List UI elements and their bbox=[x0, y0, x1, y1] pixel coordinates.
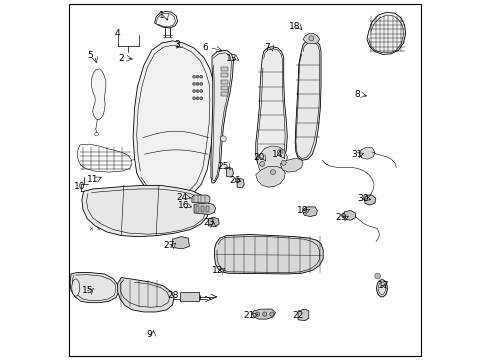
Text: 5: 5 bbox=[87, 51, 93, 60]
Circle shape bbox=[193, 75, 196, 78]
Text: 8: 8 bbox=[354, 90, 360, 99]
Circle shape bbox=[270, 312, 274, 316]
Text: 27: 27 bbox=[163, 241, 174, 250]
Polygon shape bbox=[303, 34, 319, 44]
Circle shape bbox=[200, 90, 203, 93]
Polygon shape bbox=[256, 46, 287, 170]
Polygon shape bbox=[77, 144, 132, 172]
Text: 18: 18 bbox=[289, 22, 300, 31]
Circle shape bbox=[375, 273, 381, 279]
Text: 11: 11 bbox=[87, 175, 98, 184]
Polygon shape bbox=[298, 309, 309, 320]
Text: 16: 16 bbox=[177, 201, 189, 210]
Polygon shape bbox=[367, 12, 406, 54]
Polygon shape bbox=[133, 41, 215, 201]
Polygon shape bbox=[295, 40, 321, 160]
Polygon shape bbox=[118, 278, 174, 312]
Text: 13: 13 bbox=[225, 54, 237, 63]
Circle shape bbox=[196, 97, 199, 100]
Polygon shape bbox=[343, 211, 355, 220]
Text: 30: 30 bbox=[357, 194, 368, 203]
Bar bbox=[220, 80, 228, 84]
Text: 25: 25 bbox=[218, 162, 229, 171]
Polygon shape bbox=[364, 195, 376, 205]
Polygon shape bbox=[192, 195, 210, 203]
Polygon shape bbox=[70, 273, 119, 303]
Text: 4: 4 bbox=[115, 29, 121, 38]
Circle shape bbox=[196, 90, 199, 93]
Circle shape bbox=[278, 149, 283, 154]
Circle shape bbox=[200, 75, 203, 78]
Text: 3: 3 bbox=[174, 40, 180, 49]
Polygon shape bbox=[252, 309, 275, 319]
Ellipse shape bbox=[377, 280, 388, 297]
Circle shape bbox=[196, 75, 199, 78]
Text: 17: 17 bbox=[378, 281, 390, 290]
Bar bbox=[196, 206, 199, 212]
Text: 12: 12 bbox=[213, 266, 224, 275]
Circle shape bbox=[200, 97, 203, 100]
Polygon shape bbox=[215, 234, 323, 274]
Polygon shape bbox=[302, 207, 318, 217]
Text: 19: 19 bbox=[297, 206, 309, 215]
Polygon shape bbox=[82, 185, 208, 237]
Polygon shape bbox=[155, 12, 177, 28]
Text: 9: 9 bbox=[146, 330, 152, 339]
Circle shape bbox=[193, 82, 196, 85]
Ellipse shape bbox=[378, 282, 386, 294]
Circle shape bbox=[255, 312, 260, 316]
Bar bbox=[220, 93, 228, 96]
Circle shape bbox=[220, 136, 226, 141]
Text: 28: 28 bbox=[167, 291, 178, 300]
Bar bbox=[220, 86, 228, 90]
Ellipse shape bbox=[72, 279, 80, 296]
Text: 1: 1 bbox=[159, 11, 165, 20]
Text: 26: 26 bbox=[229, 176, 241, 185]
Text: 2: 2 bbox=[119, 54, 124, 63]
Text: 24: 24 bbox=[176, 193, 188, 202]
Bar bbox=[220, 67, 228, 71]
Polygon shape bbox=[359, 147, 375, 159]
Text: 31: 31 bbox=[351, 150, 363, 159]
Circle shape bbox=[193, 90, 196, 93]
Text: 7: 7 bbox=[265, 43, 270, 52]
Text: 6: 6 bbox=[202, 43, 208, 52]
Bar bbox=[180, 292, 199, 301]
Text: 15: 15 bbox=[81, 286, 93, 295]
Polygon shape bbox=[226, 167, 234, 177]
Bar bbox=[220, 73, 228, 77]
Circle shape bbox=[196, 82, 199, 85]
Polygon shape bbox=[237, 179, 245, 188]
Circle shape bbox=[260, 161, 265, 166]
Text: 22: 22 bbox=[293, 311, 304, 320]
Polygon shape bbox=[258, 146, 287, 177]
Bar bbox=[205, 206, 209, 212]
Polygon shape bbox=[172, 237, 190, 249]
Polygon shape bbox=[280, 158, 303, 172]
Circle shape bbox=[309, 36, 314, 41]
Text: 23: 23 bbox=[203, 218, 215, 227]
Polygon shape bbox=[194, 203, 216, 215]
Text: 10: 10 bbox=[74, 182, 85, 191]
Circle shape bbox=[263, 312, 267, 316]
Circle shape bbox=[200, 82, 203, 85]
Polygon shape bbox=[256, 166, 285, 187]
Circle shape bbox=[95, 132, 98, 136]
Text: 14: 14 bbox=[272, 150, 284, 159]
Text: 29: 29 bbox=[336, 213, 347, 222]
Polygon shape bbox=[208, 217, 219, 226]
Text: 20: 20 bbox=[254, 153, 265, 162]
Circle shape bbox=[270, 170, 275, 175]
Circle shape bbox=[193, 97, 196, 100]
Circle shape bbox=[281, 160, 286, 165]
Text: 21: 21 bbox=[244, 311, 255, 320]
Polygon shape bbox=[92, 69, 106, 120]
Polygon shape bbox=[211, 50, 234, 183]
Bar bbox=[200, 206, 204, 212]
